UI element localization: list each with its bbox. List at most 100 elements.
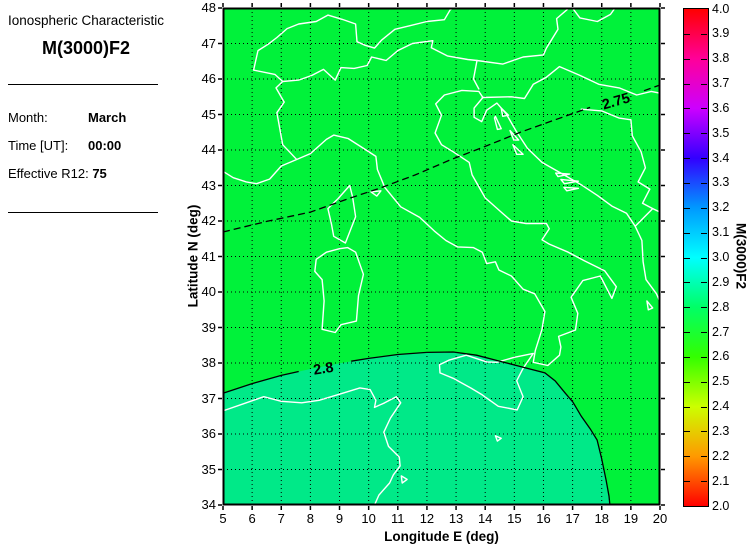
coastline-corfu [646, 300, 654, 311]
colorbar-tick-mark [701, 307, 707, 309]
coastline-brac [555, 172, 571, 178]
colorbar-tick-label: 3.7 [712, 76, 730, 91]
coastline-malta [494, 435, 502, 442]
coastline-dugi-otok [512, 144, 524, 155]
colorbar-tick-mark [701, 456, 707, 458]
colorbar-tick-mark [684, 133, 690, 135]
colorbar-tick-mark [701, 108, 707, 110]
y-tick-label: 45 [201, 106, 216, 122]
colorbar-tick-label: 2.7 [712, 324, 730, 339]
contour-label-2.8: 2.8 [312, 360, 334, 379]
divider-top [8, 84, 158, 85]
colorbar-tick-label: 3.0 [712, 250, 730, 264]
plot-border [222, 7, 661, 506]
coastline-sicily [438, 352, 534, 411]
colorbar-tick-label: 3.1 [712, 225, 730, 240]
coastline-alps-border [275, 40, 480, 160]
y-axis-title: Latitude N (deg) [185, 204, 201, 308]
coastline-korcula [563, 186, 580, 192]
month-value: March [88, 110, 127, 125]
y-tick-label: 34 [201, 497, 216, 512]
colorbar-tick-label: 2.0 [712, 498, 730, 513]
sidebar-fields: Month: March Time [UT]: 00:00 Effective R1… [8, 110, 126, 194]
colorbar-tick-mark [701, 182, 707, 184]
x-tick-label: 12 [419, 511, 435, 526]
x-tick-label: 16 [536, 511, 551, 526]
x-tick-label: 6 [248, 511, 256, 526]
contour-region-ge-2.8 [223, 352, 610, 505]
y-tick-label: 39 [201, 319, 216, 335]
colorbar-tick-label: 3.5 [712, 125, 730, 140]
colorbar-tick-mark [701, 257, 707, 259]
colorbar-tick-mark [701, 58, 707, 60]
colorbar-tick-label: 3.4 [712, 150, 730, 165]
colorbar-tick-mark [684, 431, 690, 433]
y-tick-label: 47 [201, 35, 216, 51]
coastline-austria-east-border [476, 5, 572, 65]
colorbar-tick-mark [684, 33, 690, 35]
y-tick-label: 46 [201, 71, 216, 86]
coastline-kerkennah [400, 475, 408, 484]
contour-label-2.75: 2.75 [600, 90, 632, 113]
coastline-corsica [327, 184, 357, 244]
coastline-hungary-border [570, 5, 617, 23]
r12-row: Effective R12: 75 [8, 166, 126, 181]
colorbar-tick-label: 3.3 [712, 175, 730, 190]
sidebar-heading: Ionospheric Characteristic [7, 13, 165, 28]
colorbar-tick-mark [701, 381, 707, 383]
colorbar-tick-mark [684, 207, 690, 209]
contour-map-plot: 2.75 2.8 [218, 3, 665, 510]
colorbar-title: M(3000)F2 [733, 222, 749, 290]
colorbar-tick-mark [701, 33, 707, 35]
x-axis-title: Longitude E (deg) [384, 529, 499, 544]
x-tick-label: 13 [448, 511, 464, 526]
coastline-krk [500, 107, 510, 117]
y-tick-label: 48 [201, 0, 216, 15]
colorbar-tick-label: 4.0 [712, 1, 730, 16]
y-tick-label: 44 [201, 142, 216, 157]
colorbar-tick-label: 2.9 [712, 274, 730, 289]
colorbar-tick-mark [684, 108, 690, 110]
colorbar-tick-mark [701, 406, 707, 408]
colorbar-tick-mark [684, 332, 690, 334]
y-tick-label: 40 [201, 284, 216, 299]
contour-line-2.75 [222, 106, 591, 233]
x-tick-label: 19 [623, 511, 639, 526]
colorbar-tick-label: 2.6 [712, 349, 730, 364]
coastline-pag [509, 129, 520, 141]
colorbar-tick-mark [684, 381, 690, 383]
x-tick-label: 20 [652, 511, 668, 526]
x-tick-label: 8 [306, 511, 314, 526]
colorbar-tick-mark [701, 356, 707, 358]
colorbar-tick-mark [684, 307, 690, 309]
coastline-swiss-border [252, 5, 457, 83]
x-tick-label: 9 [335, 511, 344, 526]
y-tick-label: 36 [201, 426, 216, 441]
colorbar-tick-mark [684, 356, 690, 358]
coastline-cres [493, 115, 502, 131]
x-tick-label: 11 [391, 511, 405, 526]
colorbar-tick-mark [701, 332, 707, 334]
contour-line-2.8 [351, 351, 611, 506]
contour-line-2.8 [222, 370, 299, 394]
coastline-hvar [560, 178, 580, 185]
x-tick-label: 17 [565, 511, 580, 526]
colorbar-tick-mark [684, 282, 690, 284]
colorbar-tick-mark [684, 182, 690, 184]
colorbar-tick-mark [684, 456, 690, 458]
x-tick-label: 18 [594, 511, 609, 526]
y-tick-label: 42 [201, 213, 216, 228]
y-tick-label: 43 [201, 177, 216, 193]
x-tick-label: 7 [277, 511, 285, 526]
coastline-sardinia [314, 246, 365, 334]
divider-bottom [8, 212, 158, 213]
x-tick-label: 10 [361, 511, 376, 526]
y-tick-label: 38 [201, 355, 216, 370]
colorbar-tick-mark [684, 406, 690, 408]
colorbar-tick-label: 2.2 [712, 448, 730, 463]
coastline-croatia-north-border [481, 65, 661, 100]
month-row: Month: March [8, 110, 126, 125]
colorbar-tick-mark [701, 431, 707, 433]
time-row: Time [UT]: 00:00 [8, 138, 126, 153]
